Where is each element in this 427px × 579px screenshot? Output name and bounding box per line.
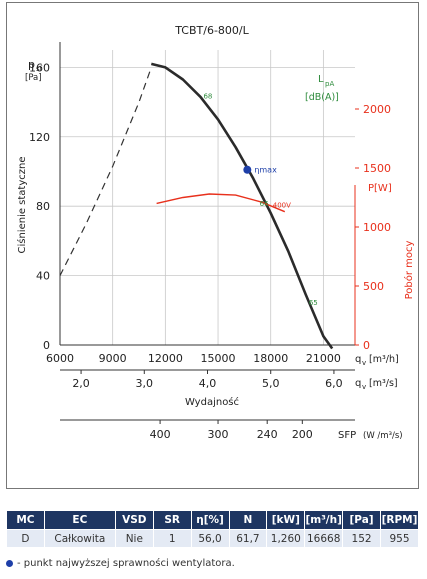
sfp-tick-label: 200 [292,428,313,441]
x-axis-m3h-title: q v [m³/h] [355,354,399,367]
x-axis-m3s-unit: [m³/s] [369,378,398,389]
x-tick-label-m3h: 6000 [46,352,74,365]
y-axis-unit: [Pa] [25,73,42,83]
header-mc: MC [6,510,45,530]
cell-vsd: Nie [114,529,154,548]
x-tick-label-m3h: 15000 [201,352,236,365]
fan-curve [150,62,334,350]
sfp-label: SFP [338,430,356,441]
x-tick-label-m3s: 4,0 [199,377,217,390]
cell-rpm: 955 [380,529,419,548]
x-tick-label-m3h: 9000 [99,352,127,365]
power-tick-label: 0 [363,339,370,352]
header-flow: [m³/h] [304,510,344,530]
power-tick-label: 2000 [363,103,391,116]
cell-pa: 152 [342,529,381,548]
cell-mc: D [6,529,45,548]
x-tick-label-m3s: 6,0 [325,377,343,390]
y-axis-symbol-sub: sf [36,65,43,73]
sfp-tick-label: 240 [257,428,278,441]
power-axis-label: Pobór mocy [403,241,415,300]
cell-kw: 1,260 [266,529,306,548]
noise-contour-label: 65 [309,299,318,307]
x-axis-m3h-unit: [m³/h] [369,354,399,365]
header-pa: [Pa] [342,510,381,530]
axes: 0 40 80 120 160 6000 9000 12000 15000 18000 21000 0… [29,42,391,441]
y-tick-label: 120 [29,131,50,144]
x-tick-label-m3s: 5,0 [262,377,280,390]
footnote: - punkt najwyższej sprawności wentylator… [6,558,235,569]
x-tick-label-m3h: 21000 [306,352,341,365]
sfp-tick-label: 300 [208,428,229,441]
power-curve [156,193,286,213]
sfp-tick-label: 400 [150,428,171,441]
x-tick-label-m3h: 18000 [253,352,288,365]
cell-efficiency: 56,0 [190,529,230,548]
efficiency-point [243,165,252,174]
y-tick-label: 80 [36,200,50,213]
x-axis-label: Wydajność [185,396,239,408]
x-axis-m3h-symbol: q [355,354,361,365]
y-axis-symbol-text: p [28,58,35,71]
x-tick-label-m3s: 3,0 [136,377,154,390]
noise-symbol: L [318,74,324,85]
y-tick-label: 0 [43,339,50,352]
fan-data-table: MC EC VSD SR η[%] N [kW] [m³/h] [Pa] [RP… [6,510,419,548]
sfp-axis-title: SFP (W /m³/s) [338,430,403,441]
noise-contour-label: 66 [260,200,269,208]
y-tick-label: 40 [36,270,50,283]
power-tick-label: 500 [363,280,384,293]
noise-symbol-sub: pA [325,80,334,88]
header-n: N [228,510,268,530]
cell-ec: Całkowita [43,529,116,548]
header-kw: [kW] [266,510,306,530]
chart-title: TCBT/6-800/L [174,24,249,37]
header-sr: SR [152,510,192,530]
table-row: D Całkowita Nie 1 56,0 61,7 1,260 16668 … [6,529,419,548]
header-efficiency: η[%] [190,510,230,530]
x-axis-m3s-sub: v [362,383,366,391]
efficiency-point-label: ηmax [254,166,277,175]
x-tick-label-m3h: 12000 [148,352,183,365]
sfp-unit: (W /m³/s) [363,431,403,441]
table-header-row: MC EC VSD SR η[%] N [kW] [m³/h] [Pa] [RP… [6,510,419,530]
x-axis-m3s-title: q v [m³/s] [355,378,398,391]
cell-flow: 16668 [304,529,344,548]
cell-n: 61,7 [228,529,268,548]
y-tick-label: 160 [29,61,50,74]
header-vsd: VSD [114,510,154,530]
header-rpm: [RPM] [380,510,419,530]
power-curve-label: 400V [273,202,291,210]
y-axis-symbol: p sf [Pa] [25,58,43,83]
noise-label: L pA [dB(A)] [305,74,339,103]
header-ec: EC [43,510,116,530]
power-tick-label: 1000 [363,221,391,234]
cell-sr: 1 [152,529,192,548]
curves: 400V 68 66 65 ηmax [59,62,334,350]
footnote-text: - punkt najwyższej sprawności wentylator… [17,558,235,569]
noise-contour-label: 68 [203,93,212,101]
power-tick-label: 1500 [363,162,391,175]
x-axis-m3s-symbol: q [355,378,361,389]
chart-frame [6,2,419,489]
efficiency-dot-icon [6,560,13,567]
x-axis-m3h-sub: v [362,359,366,367]
fan-curve-extrapolated [59,67,152,276]
power-axis-unit: P[W] [368,183,392,194]
y-axis-label: Ciśnienie statyczne [16,156,28,253]
x-tick-label-m3s: 2,0 [72,377,90,390]
noise-unit: [dB(A)] [305,92,339,103]
